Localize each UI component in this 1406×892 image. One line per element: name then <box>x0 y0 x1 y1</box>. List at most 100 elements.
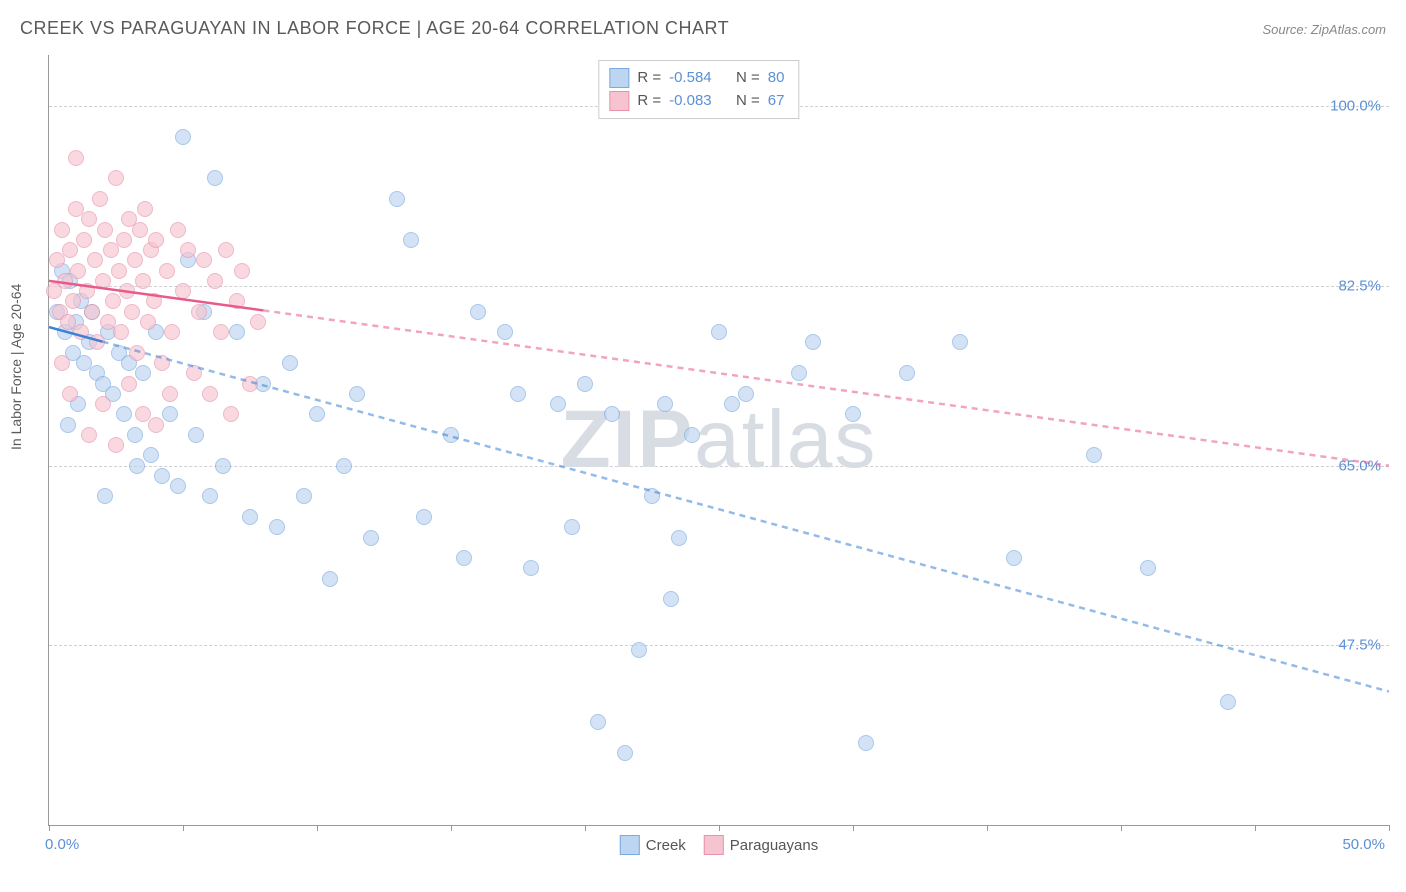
x-tick <box>719 825 720 831</box>
creek-point <box>242 509 258 525</box>
legend-n-label: N = <box>736 67 760 90</box>
creek-point <box>389 191 405 207</box>
legend-swatch <box>620 835 640 855</box>
paraguayan-point <box>170 222 186 238</box>
creek-point <box>631 642 647 658</box>
x-tick-max: 50.0% <box>1342 836 1385 853</box>
watermark-bold: ZIP <box>561 394 695 485</box>
paraguayan-point <box>108 437 124 453</box>
paraguayan-point <box>108 170 124 186</box>
creek-point <box>215 458 231 474</box>
creek-point <box>97 488 113 504</box>
x-tick <box>987 825 988 831</box>
paraguayan-point <box>229 293 245 309</box>
paraguayan-point <box>116 232 132 248</box>
chart-container: CREEK VS PARAGUAYAN IN LABOR FORCE | AGE… <box>0 0 1406 892</box>
paraguayan-point <box>89 334 105 350</box>
creek-point <box>202 488 218 504</box>
legend-r-label: R = <box>637 67 661 90</box>
paraguayan-point <box>234 263 250 279</box>
creek-point <box>497 324 513 340</box>
creek-point <box>229 324 245 340</box>
correlation-legend: R =-0.584 N =80R =-0.083 N =67 <box>598 60 799 119</box>
y-axis-label: In Labor Force | Age 20-64 <box>8 284 24 450</box>
paraguayan-point <box>218 242 234 258</box>
paraguayan-point <box>135 273 151 289</box>
creek-point <box>322 571 338 587</box>
creek-point <box>663 591 679 607</box>
paraguayan-point <box>113 324 129 340</box>
trend-lines <box>49 55 1389 825</box>
y-tick-label: 100.0% <box>1330 98 1381 115</box>
legend-r-value: -0.584 <box>669 67 712 90</box>
legend-r-value: -0.083 <box>669 90 712 113</box>
series-legend-item: Paraguayans <box>704 835 818 855</box>
legend-n-label: N = <box>736 90 760 113</box>
paraguayan-point <box>196 252 212 268</box>
paraguayan-point <box>186 365 202 381</box>
creek-point <box>309 406 325 422</box>
creek-point <box>143 447 159 463</box>
paraguayan-point <box>127 252 143 268</box>
paraguayan-point <box>162 386 178 402</box>
paraguayan-point <box>202 386 218 402</box>
creek-point <box>550 396 566 412</box>
paraguayan-point <box>121 376 137 392</box>
series-legend-label: Creek <box>646 837 686 854</box>
creek-point <box>577 376 593 392</box>
paraguayan-point <box>97 222 113 238</box>
legend-n-value: 80 <box>768 67 785 90</box>
paraguayan-point <box>81 211 97 227</box>
paraguayan-point <box>84 304 100 320</box>
paraguayan-point <box>164 324 180 340</box>
paraguayan-point <box>87 252 103 268</box>
x-tick <box>183 825 184 831</box>
creek-point <box>724 396 740 412</box>
creek-point <box>349 386 365 402</box>
creek-point <box>644 488 660 504</box>
creek-point <box>403 232 419 248</box>
creek-point <box>129 458 145 474</box>
paraguayan-point <box>132 222 148 238</box>
paraguayan-point <box>103 242 119 258</box>
paraguayan-point <box>148 417 164 433</box>
paraguayan-point <box>129 345 145 361</box>
legend-row: R =-0.083 N =67 <box>609 90 784 113</box>
gridline <box>49 466 1389 467</box>
creek-point <box>604 406 620 422</box>
paraguayan-point <box>207 273 223 289</box>
creek-point <box>1006 550 1022 566</box>
paraguayan-point <box>79 283 95 299</box>
creek-point <box>282 355 298 371</box>
creek-point <box>336 458 352 474</box>
paraguayan-point <box>111 263 127 279</box>
creek-point <box>590 714 606 730</box>
creek-point <box>1220 694 1236 710</box>
creek-point <box>170 478 186 494</box>
paraguayan-point <box>54 222 70 238</box>
x-tick-min: 0.0% <box>45 836 79 853</box>
creek-point <box>510 386 526 402</box>
gridline <box>49 645 1389 646</box>
series-legend: Creek Paraguayans <box>620 835 818 855</box>
paraguayan-point <box>81 427 97 443</box>
legend-row: R = -0.584 N = 80 <box>609 67 784 90</box>
paraguayan-point <box>105 293 121 309</box>
x-tick <box>49 825 50 831</box>
legend-r-label: R = <box>637 90 661 113</box>
creek-point <box>60 417 76 433</box>
creek-point <box>564 519 580 535</box>
paraguayan-point <box>95 396 111 412</box>
creek-point <box>470 304 486 320</box>
creek-point <box>684 427 700 443</box>
series-legend-item: Creek <box>620 835 686 855</box>
source-attribution: Source: ZipAtlas.com <box>1262 22 1386 37</box>
paraguayan-point <box>54 355 70 371</box>
creek-point <box>1140 560 1156 576</box>
paraguayan-point <box>70 263 86 279</box>
paraguayan-point <box>124 304 140 320</box>
creek-point <box>162 406 178 422</box>
paraguayan-point <box>62 242 78 258</box>
creek-point <box>175 129 191 145</box>
paraguayan-point <box>213 324 229 340</box>
